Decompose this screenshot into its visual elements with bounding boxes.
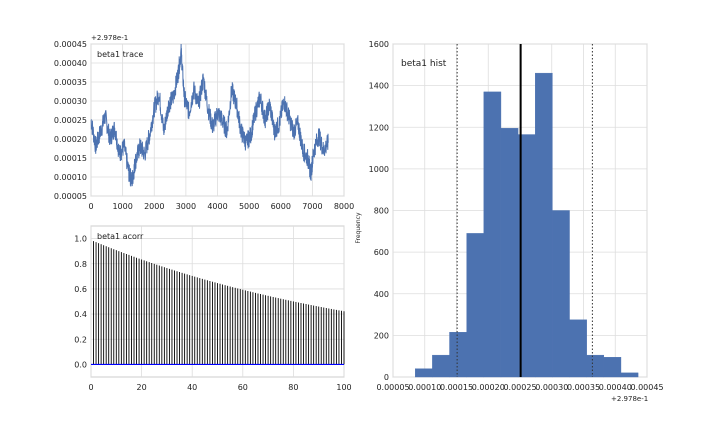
- hist-bar: [620, 372, 639, 378]
- acorr-xtick-label: 60: [238, 383, 248, 392]
- hist-bar: [603, 357, 622, 378]
- acorr-xtick-label: 20: [137, 383, 147, 392]
- hist-ytick-label: 800: [374, 207, 389, 216]
- acorr-annotation: beta1 acorr: [97, 232, 144, 241]
- hist-bar: [432, 354, 450, 378]
- trace-xtick-label: 6000: [271, 202, 291, 211]
- hist-xtick-label: 0.00040: [599, 383, 632, 392]
- trace-panel: 0 1000 2000 3000 4000 5000 6000 7000 8000 0.00005…: [54, 34, 354, 211]
- hist-bar: [449, 332, 467, 378]
- hist-xtick-label: 0.00035: [567, 383, 600, 392]
- hist-xtick-label: 0.00010: [408, 383, 441, 392]
- acorr-bars: [91, 241, 345, 366]
- hist-offset-label: +2.978e-1: [611, 395, 648, 403]
- trace-line-layer: [90, 43, 329, 187]
- trace-ytick-label: 0.00005: [54, 192, 87, 201]
- trace-xtick-label: 5000: [239, 202, 259, 211]
- trace-ytick-label: 0.00045: [54, 40, 87, 49]
- trace-ytick-label: 0.00020: [54, 135, 87, 144]
- hist-bar: [500, 128, 519, 378]
- trace-offset-label: +2.978e-1: [91, 34, 128, 42]
- hist-bar: [466, 233, 485, 378]
- acorr-xtick-label: 0: [88, 383, 93, 392]
- hist-ytick-label: 0: [384, 373, 389, 382]
- acorr-xtick-label: 80: [288, 383, 298, 392]
- hist-bar: [483, 91, 502, 378]
- acorr-tick-labels: 0 20 40 60 80 100 0.0 0.2 0.4 0.6 0.8 1.0: [74, 235, 351, 392]
- acorr-ytick-label: 0.0: [74, 360, 87, 369]
- hist-ytick-label: 1200: [369, 123, 389, 132]
- hist-bar: [569, 319, 587, 378]
- hist-bar: [586, 354, 605, 378]
- hist-xtick-label: 0.00020: [472, 383, 505, 392]
- hist-panel: 0.000050.000100.000150.000200.000250.000…: [355, 40, 664, 403]
- trace-xtick-label: 0: [88, 202, 93, 211]
- hist-annotation: beta1 hist: [401, 59, 447, 69]
- acorr-ytick-label: 0.4: [74, 310, 87, 319]
- hist-xtick-label: 0.00015: [440, 383, 473, 392]
- acorr-ytick-label: 1.0: [74, 235, 87, 244]
- acorr-ytick-label: 0.2: [74, 335, 87, 344]
- hist-xtick-label: 0.00005: [376, 383, 409, 392]
- hist-bar: [552, 210, 570, 378]
- hist-ytick-label: 200: [374, 331, 389, 340]
- hist-tick-labels: 0.000050.000100.000150.000200.000250.000…: [369, 40, 664, 392]
- trace-xtick-label: 4000: [207, 202, 227, 211]
- acorr-panel: 0 20 40 60 80 100 0.0 0.2 0.4 0.6 0.8 1.0 beta1 aco…: [74, 225, 352, 392]
- hist-ytick-label: 400: [374, 290, 389, 299]
- hist-xtick-label: 0.00045: [630, 383, 663, 392]
- trace-xtick-label: 7000: [302, 202, 322, 211]
- trace-ytick-label: 0.00035: [54, 78, 87, 87]
- acorr-ytick-label: 0.8: [74, 260, 87, 269]
- hist-xtick-label: 0.00025: [503, 383, 536, 392]
- hist-bars: [415, 72, 639, 378]
- trace-xtick-label: 1000: [112, 202, 132, 211]
- hist-ytick-label: 1600: [369, 40, 389, 49]
- hist-bar: [415, 368, 433, 378]
- trace-annotation: beta1 trace: [97, 50, 143, 59]
- trace-xtick-label: 2000: [144, 202, 164, 211]
- trace-ytick-label: 0.00010: [54, 173, 87, 182]
- trace-ytick-label: 0.00015: [54, 154, 87, 163]
- hist-summary-lines: [456, 44, 593, 377]
- hist-xtick-label: 0.00030: [535, 383, 568, 392]
- trace-ytick-label: 0.00030: [54, 97, 87, 106]
- trace-ytick-label: 0.00040: [54, 59, 87, 68]
- trace-line: [90, 43, 329, 187]
- hist-ytick-label: 600: [374, 248, 389, 257]
- acorr-ytick-label: 0.6: [74, 285, 87, 294]
- hist-bar: [535, 72, 553, 378]
- hist-ytick-label: 1400: [369, 82, 389, 91]
- acorr-xtick-label: 100: [336, 383, 351, 392]
- trace-tick-labels: 0 1000 2000 3000 4000 5000 6000 7000 8000 0.00005…: [54, 40, 354, 211]
- hist-ylabel: Frequency: [355, 212, 362, 243]
- trace-ytick-label: 0.00025: [54, 116, 87, 125]
- trace-xtick-label: 3000: [176, 202, 196, 211]
- hist-ytick-label: 1000: [369, 165, 389, 174]
- trace-xtick-label: 8000: [334, 202, 354, 211]
- acorr-xtick-label: 40: [187, 383, 197, 392]
- trace-gridlines: [90, 43, 345, 197]
